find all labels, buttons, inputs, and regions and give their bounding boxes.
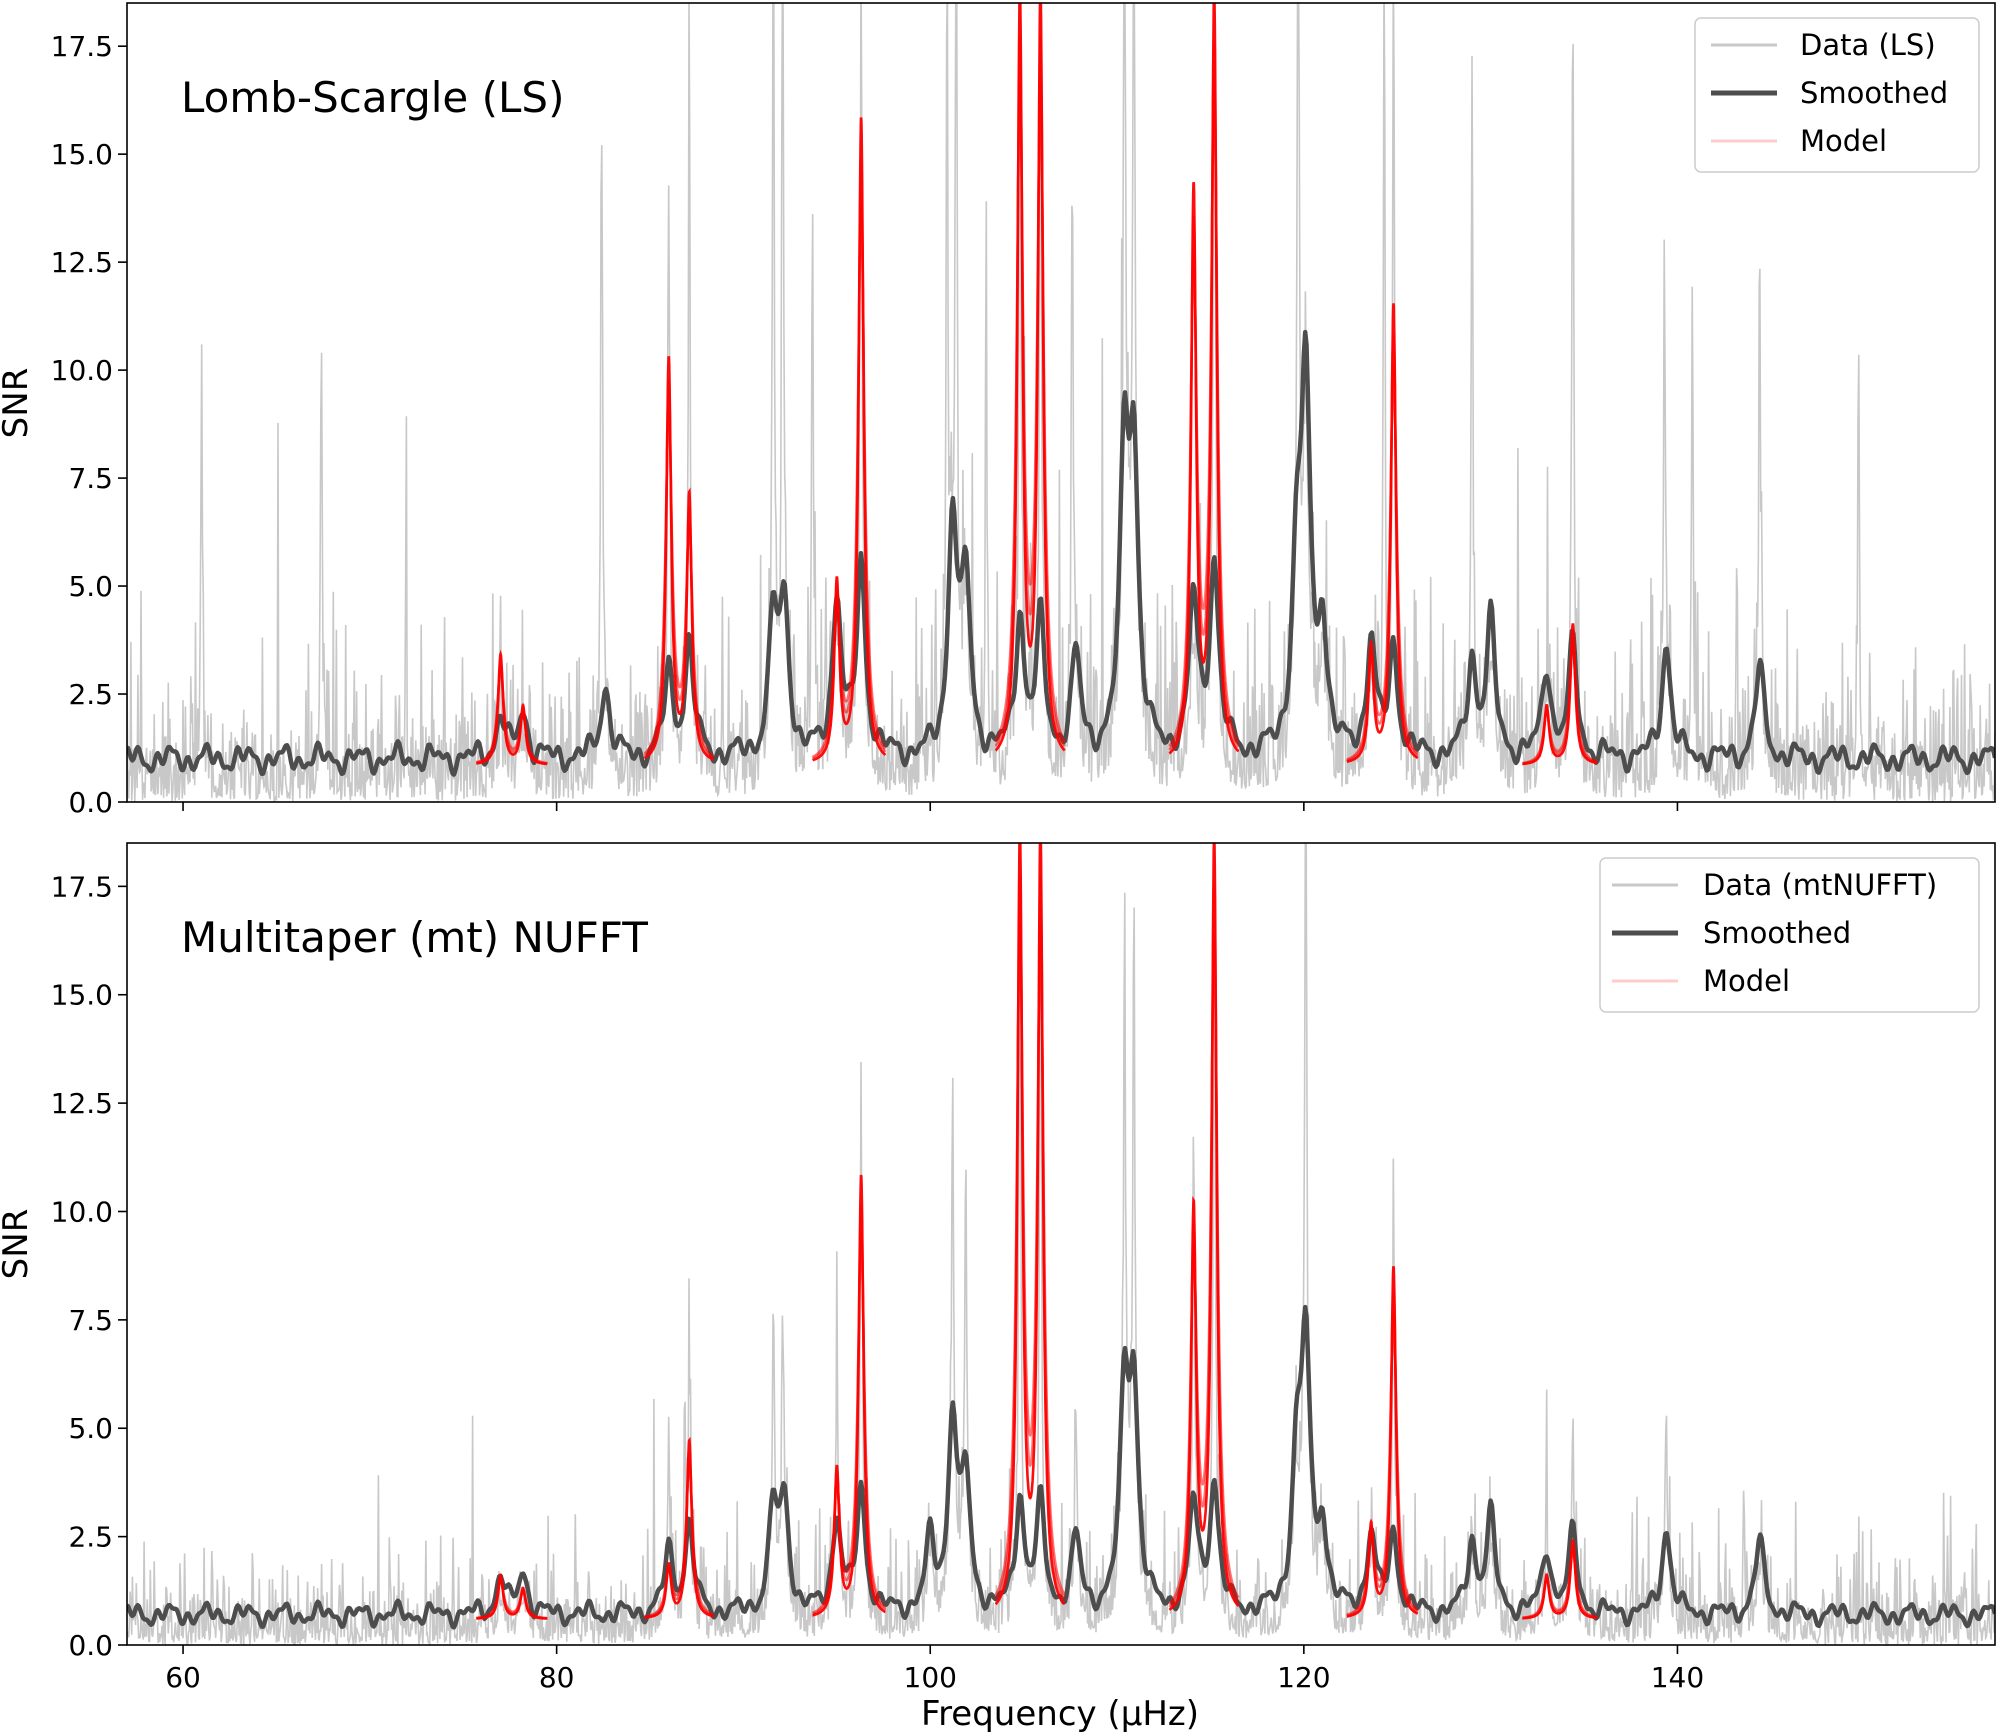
x-axis: [182, 802, 1679, 811]
y-tick-label: 7.5: [68, 462, 113, 495]
model-series-line: [811, 205, 887, 759]
y-tick-label: 0.0: [68, 786, 113, 819]
model-series-layer: [475, 843, 1598, 1620]
y-tick-label: 7.5: [68, 1304, 113, 1337]
x-tick-label: 100: [904, 1661, 957, 1694]
model-series-line: [994, 83, 1066, 743]
y-tick-label: 0.0: [68, 1629, 113, 1662]
model-series-line: [1346, 1266, 1419, 1618]
y-tick-label: 2.5: [68, 1521, 113, 1554]
legend-label-data: Data (LS): [1800, 28, 1936, 62]
model-series-layer: [475, 3, 1598, 766]
panel-title: Multitaper (mt) NUFFT: [181, 913, 648, 962]
model-series-line: [994, 35, 1066, 747]
y-tick-label: 10.0: [51, 354, 113, 387]
model-series-line: [994, 876, 1066, 1601]
model-series-line: [643, 355, 715, 761]
y-tick-label: 15.0: [51, 138, 113, 171]
model-series-line: [1168, 934, 1240, 1605]
y-tick-label: 12.5: [51, 1087, 113, 1120]
x-axis-label: Frequency (μHz): [921, 1694, 1199, 1734]
model-series-line: [1168, 87, 1240, 748]
y-tick-label: 17.5: [51, 870, 113, 903]
x-tick-label: 80: [539, 1661, 575, 1694]
legend-label-model: Model: [1703, 964, 1790, 998]
y-tick-label: 5.0: [68, 1412, 113, 1445]
model-series-line: [812, 117, 887, 762]
legend-box: [1599, 857, 1980, 1013]
panel-title: Lomb-Scargle (LS): [181, 73, 564, 122]
y-axis-label: SNR: [0, 368, 36, 439]
model-series-line: [475, 1579, 548, 1620]
model-series-line: [643, 407, 715, 758]
model-series-line: [1168, 843, 1240, 1611]
model-series-line: [994, 3, 1066, 752]
model-series-line: [1168, 886, 1240, 1608]
x-tick-label: 120: [1277, 1661, 1330, 1694]
x-axis: 60 80 100 120 140: [165, 1645, 1704, 1694]
y-axis: 0.0 2.5 5.0 7.5 10.0 12.5 15.0 17.5: [51, 30, 127, 819]
y-tick-label: 17.5: [51, 30, 113, 63]
y-axis: 0.0 2.5 5.0 7.5 10.0 12.5 15.0 17.5: [51, 870, 127, 1662]
legend: Data (mtNUFFT) Smoothed Model: [1599, 857, 1980, 1013]
x-tick-label: 140: [1651, 1661, 1704, 1694]
x-tick-label: 60: [165, 1661, 201, 1694]
model-series-line: [1168, 41, 1240, 751]
data-series-line: [127, 3, 1995, 802]
model-series-line: [643, 1462, 715, 1618]
legend-label-smoothed: Smoothed: [1703, 916, 1851, 950]
y-axis-label: SNR: [0, 1209, 36, 1280]
y-tick-label: 2.5: [68, 678, 113, 711]
panel-top: 0.0 2.5 5.0 7.5 10.0 12.5 15.0 17.5 SNR Lomb-Sc…: [0, 2, 1996, 819]
model-series-line: [1346, 366, 1419, 761]
model-series-line: [1522, 642, 1598, 765]
model-series-line: [1522, 1549, 1598, 1619]
legend-label-data: Data (mtNUFFT): [1703, 868, 1937, 902]
y-tick-label: 12.5: [51, 246, 113, 279]
model-series-line: [1346, 303, 1419, 763]
model-series-line: [1346, 334, 1419, 762]
y-tick-label: 15.0: [51, 979, 113, 1012]
legend: Data (LS) Smoothed Model: [1694, 17, 1980, 173]
model-series-line: [812, 1204, 887, 1616]
model-series-line: [994, 924, 1066, 1596]
legend-label-smoothed: Smoothed: [1800, 76, 1948, 110]
plot-frame: [126, 2, 1996, 803]
model-series-line: [643, 379, 715, 759]
legend-box: [1694, 17, 1980, 173]
model-series-line: [994, 843, 1066, 1606]
plot-area: [127, 3, 1995, 802]
plot-frame: [126, 842, 1996, 1646]
panel-bottom: 0.0 2.5 5.0 7.5 10.0 12.5 15.0 17.5 60 80 100 120 1…: [0, 842, 1996, 1734]
model-series-line: [812, 161, 887, 760]
model-series-line: [475, 666, 548, 765]
data-series-layer: [127, 3, 1995, 802]
data-series-line: [127, 843, 1995, 1645]
model-series-line: [1346, 1314, 1419, 1616]
y-tick-label: 10.0: [51, 1195, 113, 1228]
model-series-line: [1168, 3, 1240, 755]
data-series-layer: [127, 843, 1995, 1645]
legend-label-model: Model: [1800, 124, 1887, 158]
y-tick-label: 5.0: [68, 570, 113, 603]
model-series-line: [1346, 1290, 1419, 1617]
model-series-line: [812, 1174, 886, 1617]
model-series-line: [812, 1230, 887, 1615]
